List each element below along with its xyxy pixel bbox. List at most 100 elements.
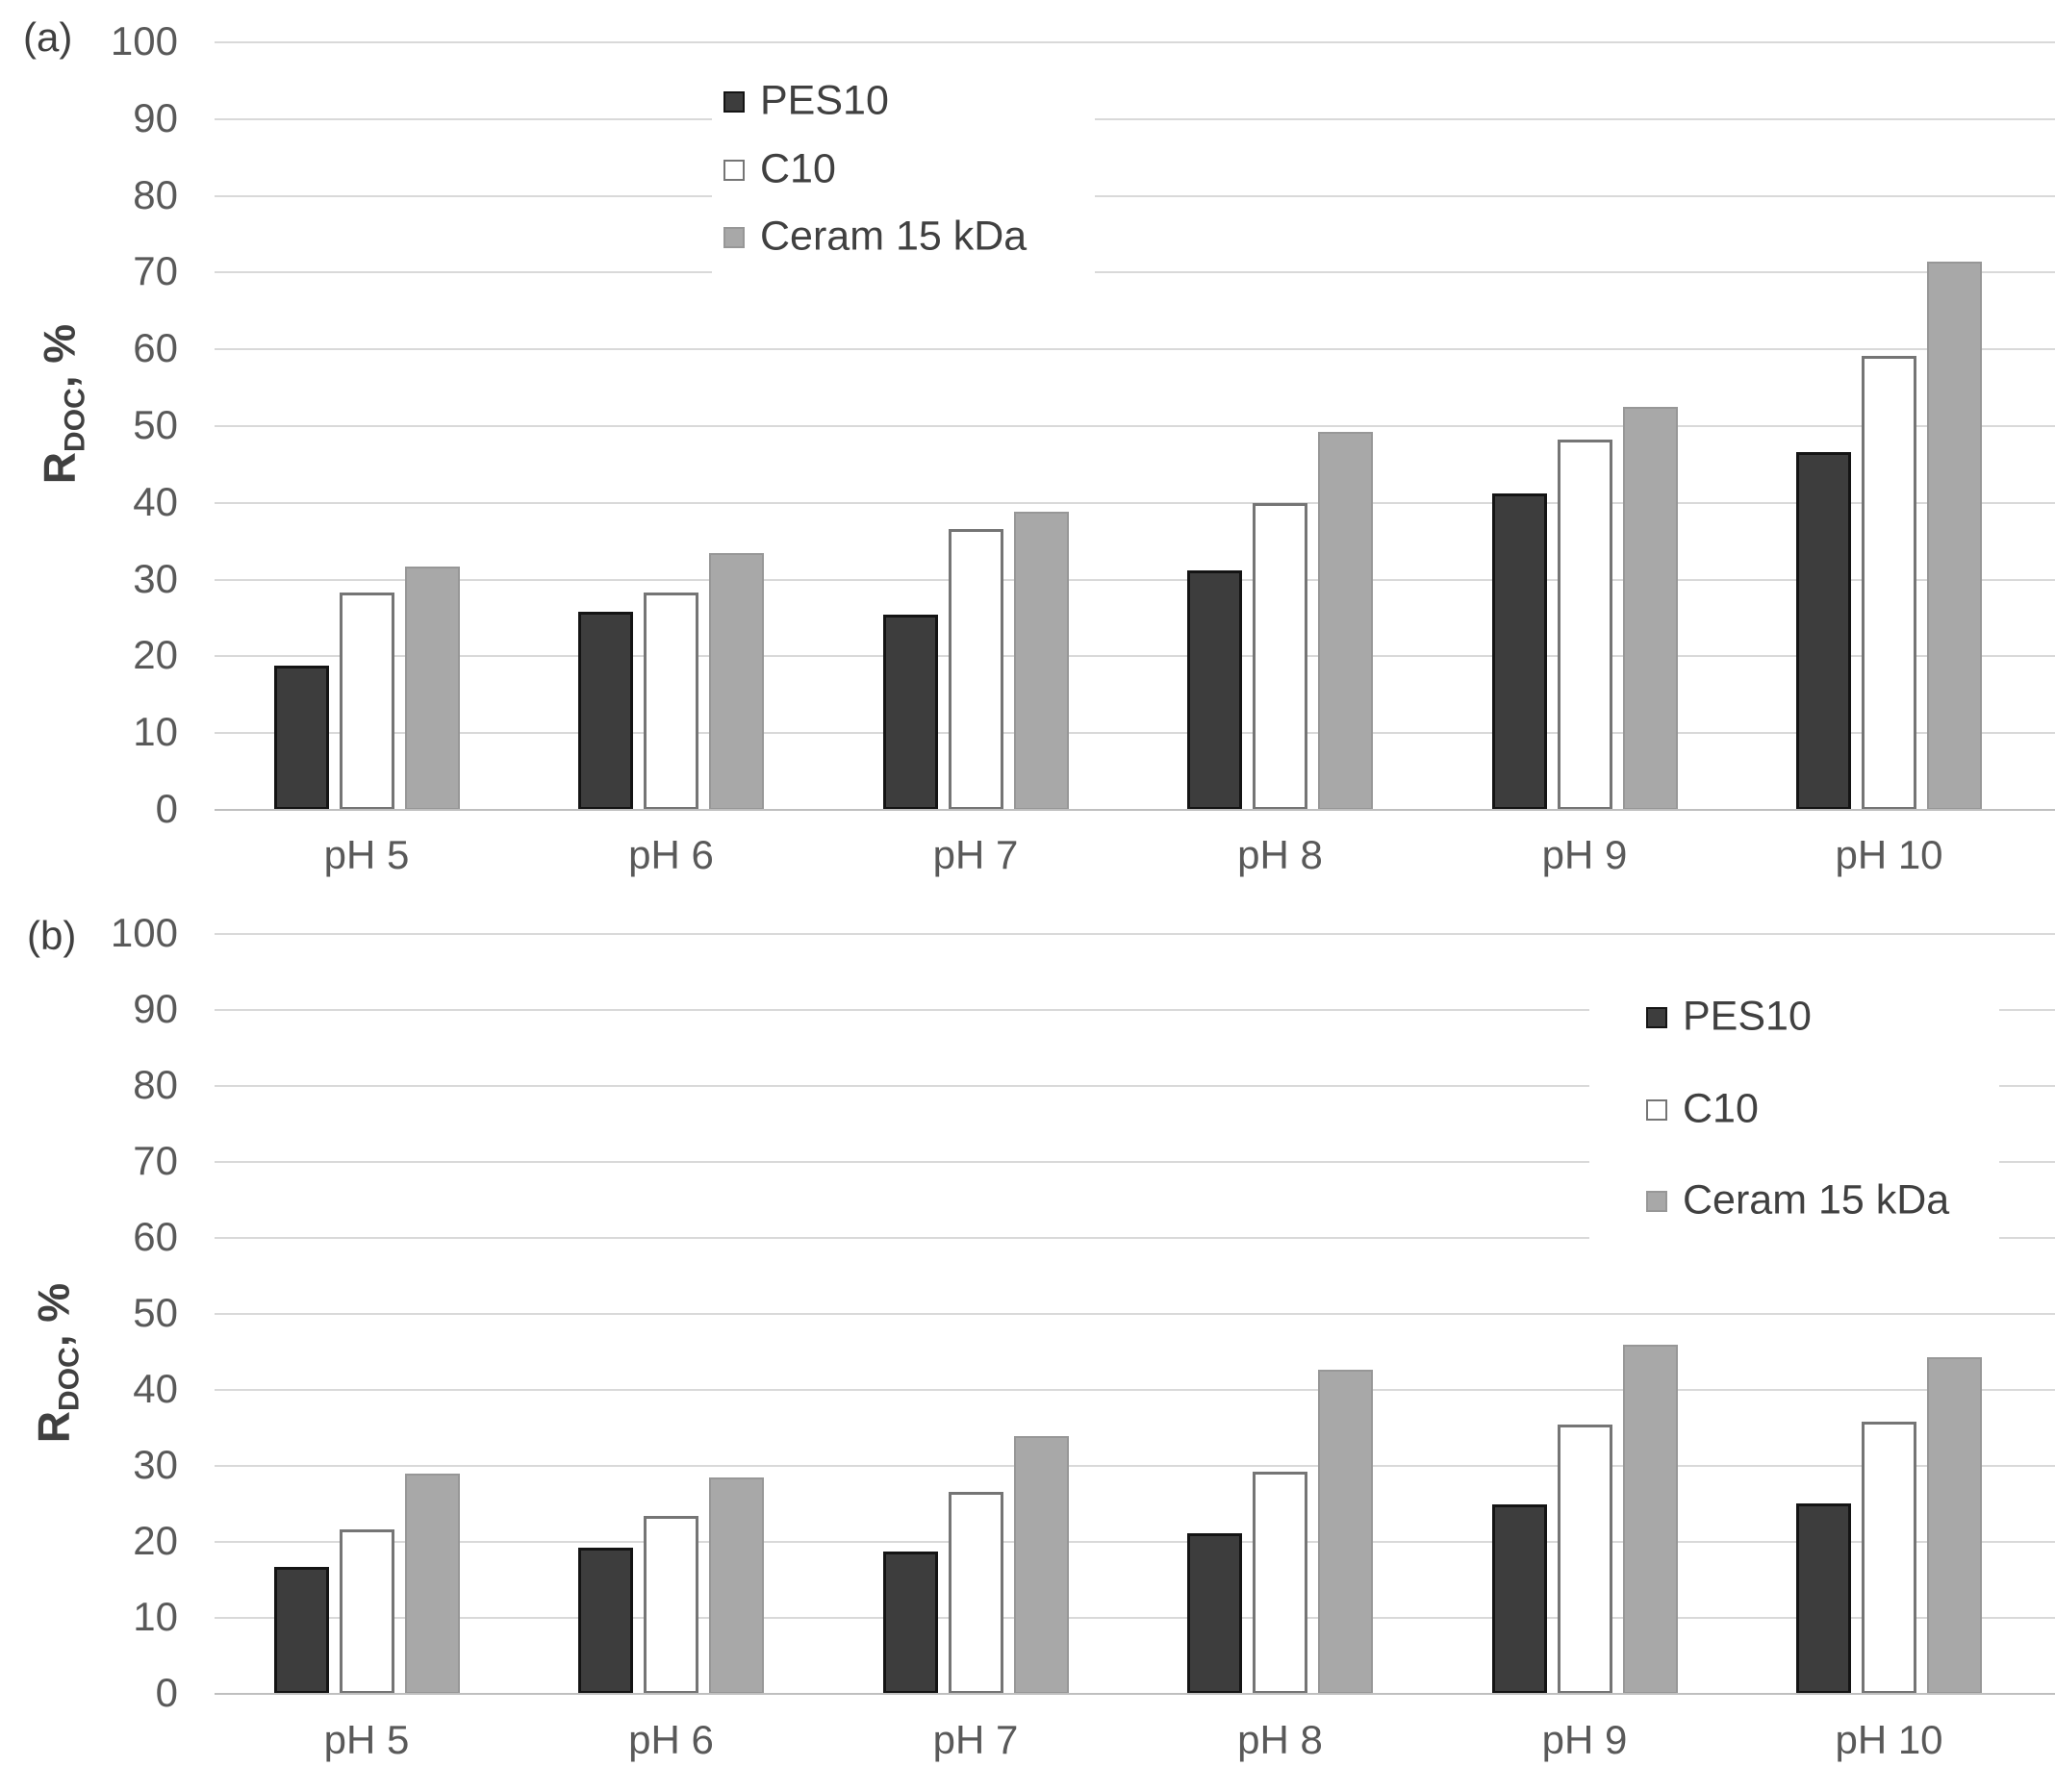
legend-swatch-c10 xyxy=(1646,1098,1667,1121)
legend-label-c10: C10 xyxy=(1683,1085,1759,1132)
x-category-label: pH 7 xyxy=(932,832,1019,877)
y-tick-label: 0 xyxy=(155,786,178,832)
bar-ceram-15-kda-ph-8 xyxy=(1318,432,1373,810)
gridline xyxy=(215,1617,2055,1619)
y-tick-label: 100 xyxy=(110,910,178,956)
gridline xyxy=(215,425,2055,427)
gridline xyxy=(215,1085,2055,1087)
x-axis-line xyxy=(215,1693,2055,1695)
bar-pes10-ph-8 xyxy=(1187,570,1242,810)
gridline xyxy=(215,348,2055,351)
x-category-label: pH 9 xyxy=(1541,1717,1628,1762)
y-tick-label: 70 xyxy=(133,1138,178,1184)
y-tick-label: 100 xyxy=(110,18,178,64)
gridline xyxy=(215,1009,2055,1011)
y-axis-title-rest: , % xyxy=(34,323,85,389)
gridline xyxy=(215,1389,2055,1391)
x-category-label: pH 6 xyxy=(628,1717,714,1762)
x-category-label: pH 8 xyxy=(1237,1717,1323,1762)
legend-label-ceram-15-kda: Ceram 15 kDa xyxy=(1683,1176,1950,1224)
y-tick-label: 90 xyxy=(133,94,178,140)
y-tick-label: 40 xyxy=(133,478,178,524)
bar-c10-ph-5 xyxy=(339,1528,394,1694)
y-axis-title-main: R xyxy=(34,451,85,485)
gridline xyxy=(215,655,2055,658)
gridline xyxy=(215,1465,2055,1467)
legend-swatch-ceram-15-kda xyxy=(1646,1191,1667,1212)
y-tick-label: 60 xyxy=(133,1214,178,1260)
bar-pes10-ph-6 xyxy=(578,612,633,810)
x-category-label: pH 8 xyxy=(1237,832,1323,877)
y-tick-label: 10 xyxy=(133,1594,178,1640)
bar-pes10-ph-9 xyxy=(1491,493,1547,810)
x-axis-line xyxy=(215,809,2055,811)
bar-c10-ph-9 xyxy=(1557,1425,1612,1694)
legend-label-ceram-15-kda: Ceram 15 kDa xyxy=(760,213,1028,260)
bar-c10-ph-6 xyxy=(644,1516,698,1694)
y-tick-label: 20 xyxy=(133,632,178,678)
bar-pes10-ph-5 xyxy=(273,665,329,810)
y-tick-label: 50 xyxy=(133,402,178,448)
bar-pes10-ph-7 xyxy=(882,1552,938,1694)
y-tick-label: 60 xyxy=(133,325,178,371)
gridline xyxy=(215,1541,2055,1543)
gridline xyxy=(215,1161,2055,1163)
gridline xyxy=(215,732,2055,735)
bar-pes10-ph-9 xyxy=(1491,1503,1547,1694)
x-category-label: pH 7 xyxy=(932,1717,1019,1762)
legend-label-pes10: PES10 xyxy=(1683,993,1812,1040)
bar-ceram-15-kda-ph-9 xyxy=(1622,1344,1678,1694)
bar-ceram-15-kda-ph-6 xyxy=(709,1477,764,1694)
x-category-label: pH 5 xyxy=(323,832,410,877)
legend-swatch-ceram-15-kda xyxy=(723,227,745,248)
legend-label-c10: C10 xyxy=(760,145,836,192)
x-category-label: pH 10 xyxy=(1835,1717,1943,1762)
y-tick-label: 40 xyxy=(133,1366,178,1412)
gridline xyxy=(215,501,2055,504)
y-tick-label: 90 xyxy=(133,986,178,1032)
bar-ceram-15-kda-ph-10 xyxy=(1927,262,1982,810)
y-axis-title-b: RDOC, % xyxy=(28,1282,86,1444)
x-category-label: pH 5 xyxy=(323,1717,410,1762)
x-category-label: pH 10 xyxy=(1835,832,1943,877)
bar-pes10-ph-5 xyxy=(273,1567,329,1694)
bar-ceram-15-kda-ph-9 xyxy=(1622,407,1678,810)
bar-c10-ph-8 xyxy=(1253,502,1307,810)
gridline xyxy=(215,933,2055,935)
legend-label-pes10: PES10 xyxy=(760,77,889,124)
panel-b-label: (b) xyxy=(27,913,77,958)
gridline xyxy=(215,117,2055,120)
bar-ceram-15-kda-ph-10 xyxy=(1927,1357,1982,1694)
legend-swatch-pes10 xyxy=(723,91,745,113)
bar-pes10-ph-10 xyxy=(1796,452,1851,810)
bar-pes10-ph-10 xyxy=(1796,1502,1851,1694)
gridline xyxy=(215,578,2055,581)
y-tick-label: 20 xyxy=(133,1518,178,1564)
gridline xyxy=(215,1237,2055,1239)
x-category-label: pH 9 xyxy=(1541,832,1628,877)
y-tick-label: 80 xyxy=(133,1062,178,1108)
gridline xyxy=(215,194,2055,197)
bar-c10-ph-8 xyxy=(1253,1472,1307,1694)
y-axis-title-sub: DOC xyxy=(59,388,91,452)
gridline xyxy=(215,41,2055,43)
y-axis-title-a: RDOC, % xyxy=(34,323,91,485)
y-axis-title-main: R xyxy=(28,1410,79,1444)
bar-c10-ph-10 xyxy=(1862,1422,1916,1694)
y-tick-label: 70 xyxy=(133,248,178,294)
y-tick-label: 80 xyxy=(133,171,178,217)
legend xyxy=(712,69,1095,287)
y-tick-label: 10 xyxy=(133,709,178,755)
y-axis-title-sub: DOC xyxy=(53,1347,86,1411)
gridline xyxy=(215,1313,2055,1315)
y-axis-title-rest: , % xyxy=(28,1282,79,1348)
bar-pes10-ph-7 xyxy=(882,614,938,810)
bar-ceram-15-kda-ph-5 xyxy=(404,567,460,810)
bar-c10-ph-7 xyxy=(948,528,1003,810)
legend-swatch-pes10 xyxy=(1646,1007,1667,1028)
bar-ceram-15-kda-ph-5 xyxy=(404,1473,460,1694)
y-tick-label: 30 xyxy=(133,555,178,601)
